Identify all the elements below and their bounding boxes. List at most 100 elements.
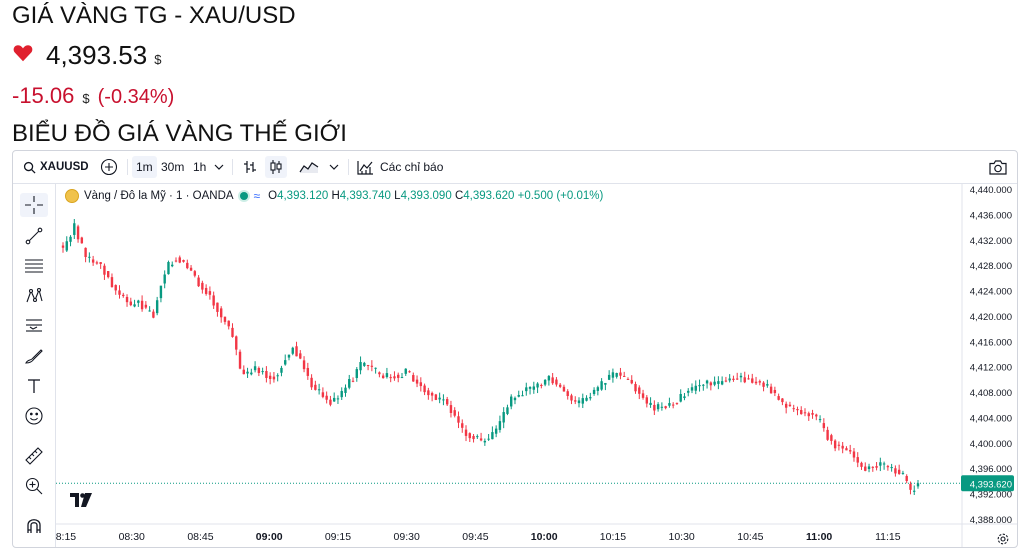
candle-body <box>736 378 739 380</box>
pattern-icon <box>24 286 44 306</box>
brush-tool[interactable] <box>20 344 48 368</box>
candle-body <box>250 372 253 375</box>
chart-widget: XAUUSD 1m 30m 1h <box>12 150 1018 548</box>
candle-body <box>235 336 238 350</box>
candle-body <box>61 245 65 248</box>
crosshair-tool[interactable] <box>20 193 48 217</box>
candle-body <box>106 271 110 278</box>
legend-close-label: C <box>454 190 464 202</box>
text-tool[interactable] <box>20 374 48 398</box>
price-axis-label: 4,436.000 <box>970 210 1012 221</box>
interval-dropdown-button[interactable] <box>211 151 227 183</box>
time-axis-label: 09:00 <box>256 531 283 543</box>
interval-1h-button[interactable]: 1h <box>193 160 207 174</box>
candle-body <box>84 247 87 258</box>
candle-body <box>671 404 675 406</box>
camera-icon <box>989 159 1007 175</box>
ruler-tool[interactable] <box>20 444 48 468</box>
pattern-tool[interactable] <box>20 284 48 308</box>
candlestick-chart[interactable]: 4,440.000 4,436.000 4,432.000 4,428.000 4,42… <box>50 184 1018 548</box>
candle-body <box>860 462 863 467</box>
price-axis-label: 4,400.000 <box>970 439 1012 450</box>
candle-body <box>434 394 438 400</box>
price-axis-label: 4,404.000 <box>970 413 1012 424</box>
candle-body <box>796 409 799 411</box>
tradingview-logo[interactable] <box>70 492 92 512</box>
candle-body <box>619 372 622 376</box>
chart-settings-button[interactable] <box>997 533 1009 545</box>
candle-body <box>265 371 268 378</box>
candle-body <box>638 387 641 394</box>
candlestick-button[interactable] <box>265 156 287 178</box>
zoom-tool[interactable] <box>20 474 48 498</box>
candle-body <box>370 365 374 367</box>
candle-body <box>268 375 272 379</box>
screenshot-button[interactable] <box>987 151 1009 183</box>
chart-type-dropdown-button[interactable] <box>326 151 342 183</box>
candle-body <box>385 373 389 378</box>
candle-body <box>513 397 517 401</box>
time-axis-label: 08:45 <box>187 531 213 543</box>
area-chart-button[interactable] <box>297 151 321 183</box>
price-axis-label: 4,388.000 <box>970 515 1012 526</box>
gear-icon <box>997 533 1009 545</box>
candle-body <box>653 404 656 411</box>
time-axis-label: 10:30 <box>669 531 695 543</box>
candle-body <box>600 381 603 390</box>
candle-body <box>536 383 539 388</box>
candle-body <box>276 375 279 377</box>
chart-toolbar: XAUUSD 1m 30m 1h <box>13 151 1017 184</box>
candle-body <box>321 392 325 397</box>
candle-body <box>528 386 532 389</box>
crosshair-icon <box>24 195 44 215</box>
candle-body <box>754 381 758 384</box>
forecast-tool[interactable] <box>20 314 48 338</box>
add-symbol-button[interactable] <box>99 151 119 183</box>
candle-body <box>438 397 441 400</box>
interval-1m-button[interactable]: 1m <box>132 156 157 178</box>
candle-body <box>223 316 227 322</box>
candle-body <box>340 390 343 398</box>
candle-body <box>852 451 856 458</box>
candle-body <box>494 428 498 434</box>
candle-body <box>201 282 204 290</box>
candle-body <box>781 398 784 403</box>
candle-body <box>381 375 385 379</box>
candle-body <box>909 483 912 490</box>
symbol-label: XAUUSD <box>40 161 89 173</box>
candle-body <box>453 410 456 416</box>
candle-body <box>487 438 490 440</box>
candle-body <box>314 384 317 390</box>
candle-body <box>547 376 551 381</box>
candle-body <box>630 379 633 384</box>
price-currency: $ <box>154 51 162 67</box>
interval-30m-button[interactable]: 30m <box>161 160 185 174</box>
candle-body <box>193 271 197 276</box>
candle-body <box>197 277 200 287</box>
trendline-tool[interactable] <box>20 224 48 248</box>
candle-body <box>246 371 249 374</box>
legend-close: 4,393.620 <box>463 190 515 202</box>
candle-body <box>604 382 607 385</box>
chart-area[interactable]: 4,440.000 4,436.000 4,432.000 4,428.000 4,42… <box>50 184 1018 548</box>
candle-body <box>189 267 193 271</box>
symbol-search-button[interactable]: XAUUSD <box>23 151 89 183</box>
legend-low: 4,393.090 <box>400 190 452 202</box>
candle-body <box>351 380 355 382</box>
fib-tool[interactable] <box>20 254 48 278</box>
indicators-button[interactable]: Các chỉ báo <box>357 151 443 183</box>
candle-body <box>574 400 577 402</box>
candle-body <box>103 265 106 275</box>
candle-body <box>879 462 882 466</box>
magnet-tool[interactable] <box>20 514 48 538</box>
candle-body <box>359 362 362 371</box>
bar-chart-button[interactable] <box>239 151 261 183</box>
candle-body <box>133 304 136 307</box>
drawing-toolbar <box>13 184 56 547</box>
emoji-tool[interactable] <box>20 404 48 428</box>
candle-body <box>766 384 769 386</box>
candle-body <box>73 223 76 235</box>
candle-body <box>427 390 430 396</box>
price-change-row: -15.06 $ (-0.34%) <box>12 83 174 109</box>
candle-body <box>596 387 600 391</box>
